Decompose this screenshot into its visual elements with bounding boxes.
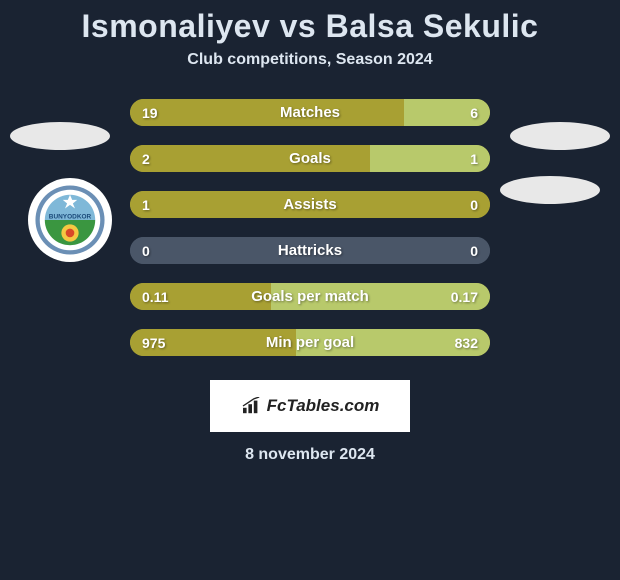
player1-club-logo: BUNYODKOR bbox=[28, 178, 112, 262]
stat-label: Min per goal bbox=[130, 334, 490, 351]
stat-bars: 196Matches 21Goals 10Assists 00Hattricks 0.1… bbox=[130, 99, 490, 356]
stat-bar-row: 21Goals bbox=[130, 145, 490, 172]
attribution-label: FcTables.com bbox=[267, 396, 380, 416]
stat-label: Goals bbox=[130, 150, 490, 167]
stat-bar-row: 10Assists bbox=[130, 191, 490, 218]
stat-bar-row: 00Hattricks bbox=[130, 237, 490, 264]
page-title: Ismonaliyev vs Balsa Sekulic bbox=[0, 8, 620, 45]
attribution-text: FcTables.com bbox=[241, 396, 380, 416]
date-label: 8 november 2024 bbox=[0, 446, 620, 464]
stat-label: Assists bbox=[130, 196, 490, 213]
chart-icon bbox=[241, 397, 263, 415]
player2-club-placeholder bbox=[500, 176, 600, 204]
stat-bar-row: 196Matches bbox=[130, 99, 490, 126]
player1-avatar-placeholder bbox=[10, 122, 110, 150]
player2-avatar-placeholder bbox=[510, 122, 610, 150]
stat-label: Matches bbox=[130, 104, 490, 121]
stat-bar-row: 975832Min per goal bbox=[130, 329, 490, 356]
stat-bar-row: 0.110.17Goals per match bbox=[130, 283, 490, 310]
comparison-container: Ismonaliyev vs Balsa Sekulic Club compet… bbox=[0, 0, 620, 464]
attribution-badge: FcTables.com bbox=[210, 380, 410, 432]
stat-label: Hattricks bbox=[130, 242, 490, 259]
stat-label: Goals per match bbox=[130, 288, 490, 305]
subtitle: Club competitions, Season 2024 bbox=[0, 51, 620, 69]
bunyodkor-logo-icon: BUNYODKOR bbox=[34, 184, 106, 256]
svg-text:BUNYODKOR: BUNYODKOR bbox=[49, 214, 92, 221]
